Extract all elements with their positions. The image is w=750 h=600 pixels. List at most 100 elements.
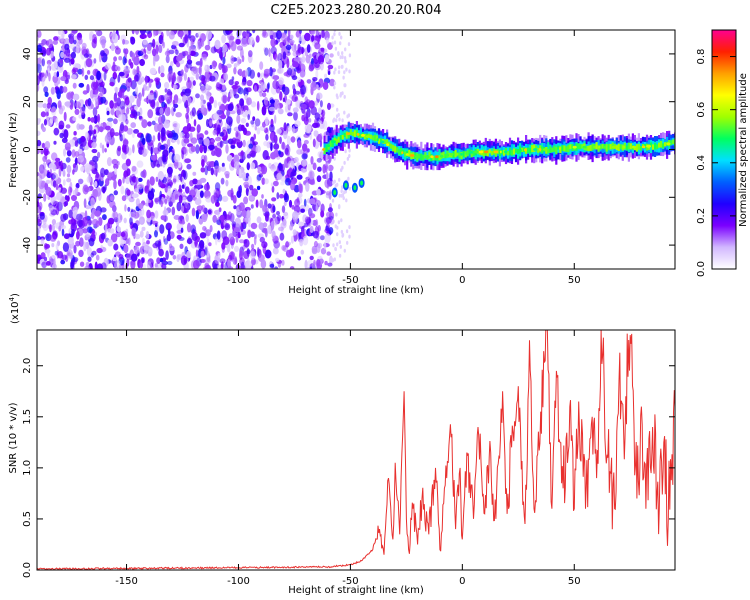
noise-cell bbox=[89, 75, 95, 81]
noise-cell bbox=[88, 164, 93, 170]
noise-cell bbox=[172, 254, 177, 260]
noise-cell bbox=[166, 233, 171, 242]
signal-cell bbox=[510, 149, 514, 156]
noise-cell bbox=[264, 178, 269, 185]
noise-cell bbox=[120, 185, 125, 195]
noise-cell bbox=[205, 83, 209, 89]
noise-cell bbox=[56, 89, 61, 100]
noise-cell bbox=[206, 161, 214, 166]
noise-cell bbox=[345, 229, 349, 234]
noise-cell bbox=[173, 103, 179, 109]
noise-cell bbox=[175, 61, 181, 68]
signal-cell bbox=[424, 152, 427, 159]
noise-cell bbox=[90, 252, 95, 258]
signal-cell bbox=[527, 147, 530, 153]
noise-cell bbox=[132, 144, 135, 154]
signal-peak bbox=[593, 145, 596, 149]
signal-cell bbox=[482, 149, 485, 157]
noise-cell bbox=[117, 74, 121, 83]
noise-cell bbox=[325, 37, 330, 45]
noise-cell bbox=[235, 131, 239, 138]
noise-cell bbox=[310, 81, 317, 91]
noise-cell bbox=[155, 176, 159, 182]
noise-cell bbox=[134, 105, 138, 111]
noise-cell bbox=[77, 42, 81, 47]
noise-cell bbox=[95, 186, 102, 197]
noise-cell bbox=[315, 122, 321, 128]
signal-peak bbox=[533, 148, 538, 151]
signal-cell bbox=[589, 144, 592, 151]
noise-cell bbox=[332, 243, 335, 248]
signal-cell bbox=[337, 136, 340, 143]
noise-cell bbox=[106, 110, 110, 116]
noise-cell bbox=[54, 250, 59, 256]
noise-cell bbox=[41, 50, 47, 57]
signal-cell bbox=[585, 146, 588, 151]
signal-peak bbox=[326, 144, 331, 148]
noise-cell bbox=[277, 260, 282, 268]
noise-cell bbox=[43, 193, 47, 202]
noise-cell bbox=[261, 177, 266, 185]
snr-y-scale-close: ) bbox=[10, 293, 21, 297]
noise-cell bbox=[68, 35, 74, 45]
noise-cell bbox=[125, 158, 131, 167]
noise-cell bbox=[60, 58, 63, 64]
noise-cell bbox=[345, 198, 348, 203]
snr-y-scale: (x104) bbox=[8, 293, 21, 324]
noise-cell bbox=[152, 56, 156, 67]
noise-cell bbox=[134, 30, 140, 35]
signal-cell bbox=[472, 150, 475, 157]
noise-cell bbox=[132, 68, 137, 76]
noise-cell bbox=[73, 63, 80, 69]
noise-cell bbox=[316, 259, 321, 267]
noise-cell bbox=[255, 145, 261, 153]
noise-cell bbox=[74, 140, 79, 148]
noise-cell bbox=[166, 190, 173, 197]
noise-cell bbox=[216, 219, 222, 225]
noise-cell bbox=[257, 166, 262, 171]
noise-cell bbox=[59, 132, 64, 139]
noise-cell bbox=[105, 125, 111, 131]
noise-cell bbox=[327, 262, 333, 267]
noise-cell bbox=[246, 97, 252, 106]
signal-cell bbox=[514, 148, 518, 153]
noise-cell bbox=[216, 230, 221, 240]
noise-cell bbox=[186, 194, 193, 202]
noise-cell bbox=[43, 119, 48, 126]
noise-cell bbox=[304, 259, 308, 269]
noise-cell bbox=[145, 86, 150, 91]
noise-cell bbox=[304, 32, 311, 42]
noise-cell bbox=[267, 203, 272, 209]
noise-cell bbox=[60, 213, 67, 222]
noise-cell bbox=[278, 150, 281, 155]
noise-cell bbox=[84, 74, 89, 80]
noise-cell bbox=[338, 240, 341, 245]
noise-cell bbox=[147, 109, 154, 119]
noise-cell bbox=[319, 139, 323, 148]
y-tick-label: -20 bbox=[22, 189, 33, 205]
noise-cell bbox=[158, 181, 163, 186]
noise-cell bbox=[80, 137, 87, 148]
noise-cell bbox=[291, 204, 295, 210]
noise-cell bbox=[94, 210, 101, 217]
noise-cell bbox=[130, 36, 134, 41]
x-tick-label: -100 bbox=[227, 275, 250, 286]
noise-cell bbox=[229, 110, 236, 115]
noise-cell bbox=[151, 99, 156, 110]
noise-cell bbox=[126, 107, 130, 115]
noise-cell bbox=[185, 112, 189, 120]
noise-cell bbox=[239, 239, 245, 244]
noise-cell bbox=[205, 229, 211, 237]
noise-cell bbox=[37, 44, 42, 50]
noise-cell bbox=[125, 118, 129, 125]
noise-cell bbox=[113, 56, 117, 62]
noise-cell bbox=[169, 243, 172, 249]
noise-cell bbox=[86, 83, 90, 94]
noise-cell bbox=[209, 225, 213, 233]
noise-cell bbox=[341, 193, 345, 198]
noise-cell bbox=[157, 132, 161, 142]
noise-cell bbox=[173, 153, 181, 163]
noise-cell bbox=[136, 65, 140, 75]
noise-cell bbox=[274, 266, 279, 269]
noise-cell bbox=[214, 39, 221, 50]
